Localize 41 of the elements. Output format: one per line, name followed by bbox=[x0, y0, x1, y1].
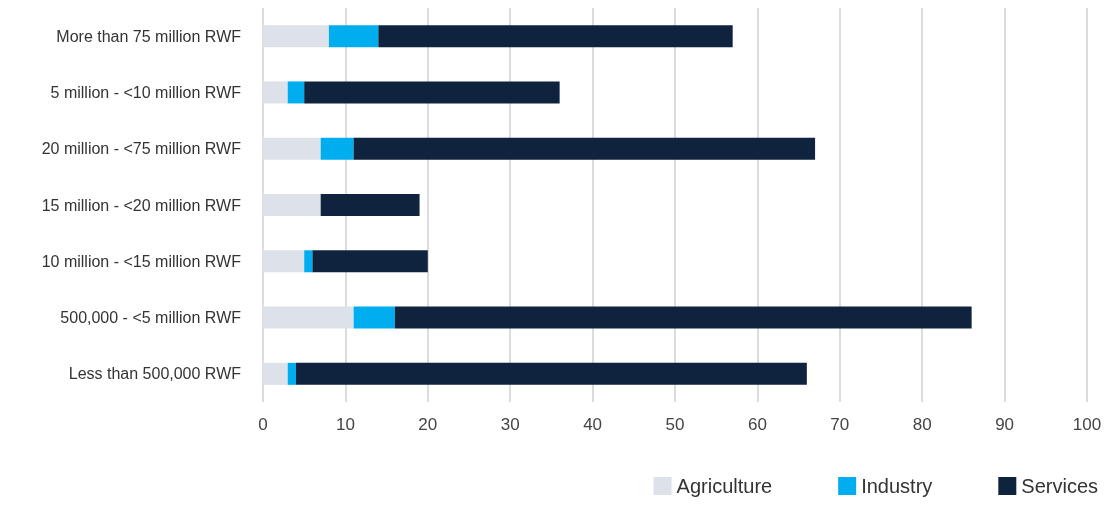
legend-label: Services bbox=[1021, 475, 1099, 497]
x-tick-label: 50 bbox=[665, 415, 685, 434]
y-tick-label: 10 million - <15 million RWF bbox=[41, 252, 242, 270]
bar bbox=[263, 81, 288, 104]
bar bbox=[353, 137, 816, 160]
x-tick-label: 90 bbox=[995, 415, 1015, 434]
y-tick-label: 15 million - <20 million RWF bbox=[41, 196, 242, 214]
y-tick-label: 20 million - <75 million RWF bbox=[41, 140, 242, 158]
bar bbox=[304, 250, 313, 273]
x-tick-label: 40 bbox=[583, 415, 603, 434]
bar bbox=[263, 137, 321, 160]
x-tick-label: 20 bbox=[418, 415, 438, 434]
x-tick-label: 70 bbox=[830, 415, 850, 434]
legend-label: Industry bbox=[861, 475, 933, 497]
x-tick-label: 100 bbox=[1072, 415, 1102, 434]
bar bbox=[320, 194, 420, 216]
x-tick-label: 60 bbox=[747, 415, 767, 434]
bar bbox=[263, 250, 305, 273]
x-tick-label: 30 bbox=[500, 415, 520, 434]
bar bbox=[304, 81, 560, 104]
x-tick-label: 0 bbox=[258, 415, 268, 434]
bar bbox=[328, 25, 379, 48]
bar bbox=[263, 362, 288, 385]
bar bbox=[287, 81, 305, 104]
bar bbox=[287, 362, 296, 385]
y-tick-label: 5 million - <10 million RWF bbox=[50, 83, 242, 101]
x-tick-label: 80 bbox=[912, 415, 932, 434]
y-tick-label: Less than 500,000 RWF bbox=[68, 365, 242, 383]
bar bbox=[295, 362, 807, 385]
bar bbox=[263, 25, 329, 48]
bar bbox=[320, 137, 354, 160]
legend-label: Agriculture bbox=[676, 475, 773, 497]
bar bbox=[353, 306, 395, 329]
bar bbox=[394, 306, 972, 329]
y-tick-label: More than 75 million RWF bbox=[56, 27, 242, 45]
x-tick-label: 10 bbox=[335, 415, 355, 434]
bar bbox=[263, 306, 354, 329]
bar bbox=[312, 250, 428, 273]
bar bbox=[378, 25, 733, 48]
bar bbox=[263, 194, 321, 216]
y-tick-label: 500,000 - <5 million RWF bbox=[60, 309, 242, 327]
